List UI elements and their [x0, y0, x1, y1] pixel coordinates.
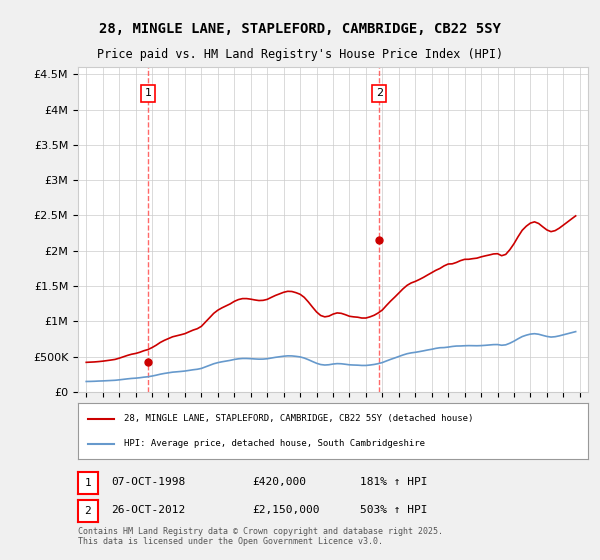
Text: 1: 1	[145, 88, 152, 98]
Text: 28, MINGLE LANE, STAPLEFORD, CAMBRIDGE, CB22 5SY: 28, MINGLE LANE, STAPLEFORD, CAMBRIDGE, …	[99, 22, 501, 36]
Text: 07-OCT-1998: 07-OCT-1998	[111, 477, 185, 487]
Text: 2: 2	[376, 88, 383, 98]
Text: Price paid vs. HM Land Registry's House Price Index (HPI): Price paid vs. HM Land Registry's House …	[97, 48, 503, 60]
Text: 503% ↑ HPI: 503% ↑ HPI	[360, 505, 427, 515]
Text: 181% ↑ HPI: 181% ↑ HPI	[360, 477, 427, 487]
Text: HPI: Average price, detached house, South Cambridgeshire: HPI: Average price, detached house, Sout…	[124, 439, 425, 448]
Text: 2: 2	[85, 506, 91, 516]
Text: 26-OCT-2012: 26-OCT-2012	[111, 505, 185, 515]
Text: 1: 1	[85, 478, 91, 488]
Text: Contains HM Land Registry data © Crown copyright and database right 2025.
This d: Contains HM Land Registry data © Crown c…	[78, 526, 443, 546]
Text: 28, MINGLE LANE, STAPLEFORD, CAMBRIDGE, CB22 5SY (detached house): 28, MINGLE LANE, STAPLEFORD, CAMBRIDGE, …	[124, 414, 473, 423]
Text: £420,000: £420,000	[252, 477, 306, 487]
Text: £2,150,000: £2,150,000	[252, 505, 320, 515]
